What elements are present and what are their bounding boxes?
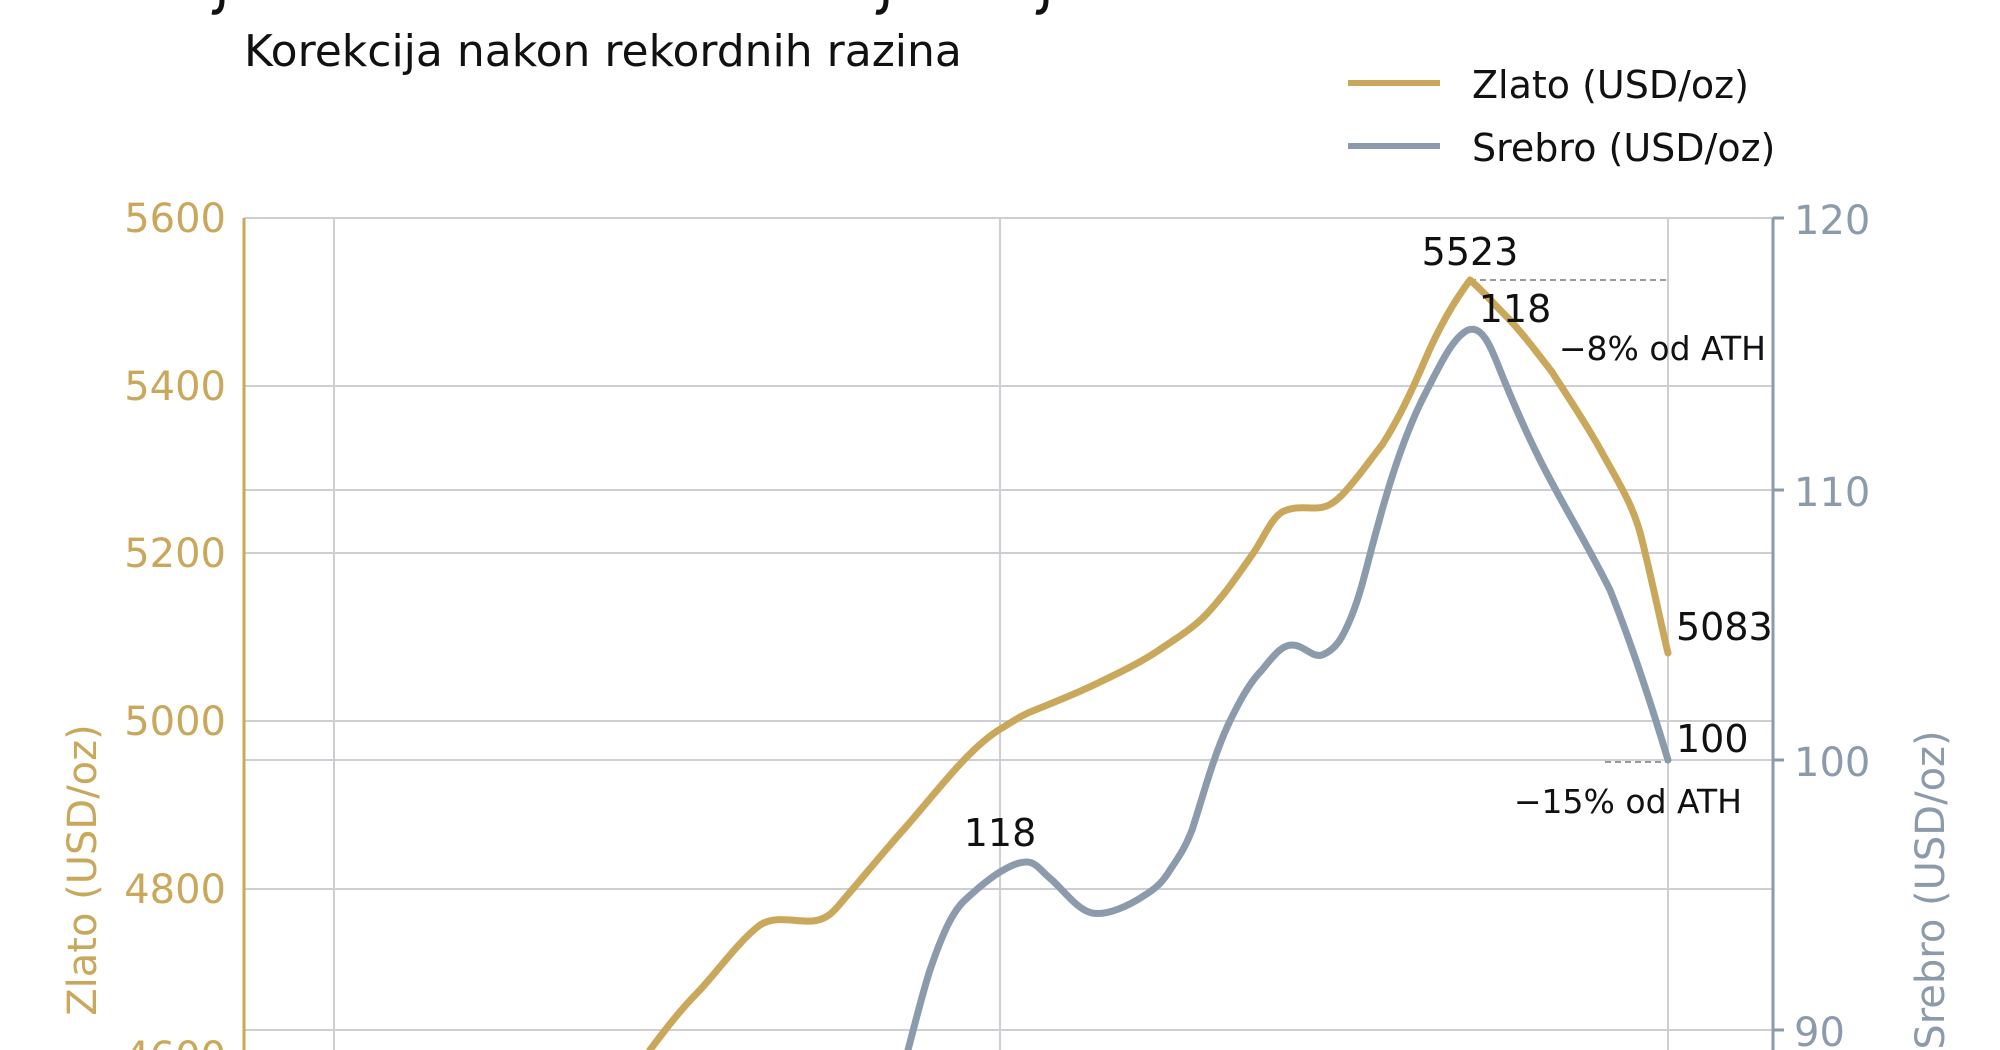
legend-label-silver: Srebro (USD/oz) — [1472, 126, 1775, 170]
left-axis: 5600 5400 5200 5000 4800 4600 Zlato (USD… — [60, 196, 246, 1050]
right-tick-90: 90 — [1794, 1010, 1845, 1050]
silver-drawdown-label: −15% od ATH — [1514, 782, 1742, 821]
right-tick-110: 110 — [1794, 470, 1870, 516]
left-tick-5000: 5000 — [124, 699, 226, 745]
gold-last-label: 5083 — [1676, 605, 1773, 649]
left-tick-4800: 4800 — [124, 867, 226, 913]
silver-local-peak-label: 118 — [964, 811, 1037, 855]
legend-label-gold: Zlato (USD/oz) — [1472, 63, 1749, 107]
silver-line — [904, 325, 1672, 1050]
silver-last-label: 100 — [1676, 717, 1749, 761]
left-tick-4600: 4600 — [124, 1034, 226, 1050]
right-axis-label: Srebro (USD/oz) — [1908, 730, 1954, 1049]
right-axis: 120 110 100 90 Srebro (USD/oz) — [1771, 198, 1954, 1050]
left-tick-5400: 5400 — [124, 364, 226, 410]
silver-peak-label: 118 — [1479, 287, 1552, 331]
left-tick-5200: 5200 — [124, 531, 226, 577]
right-tick-100: 100 — [1794, 740, 1870, 786]
left-tick-5600: 5600 — [124, 196, 226, 242]
right-tick-120: 120 — [1794, 198, 1870, 244]
left-axis-label: Zlato (USD/oz) — [60, 724, 106, 1016]
title-cropped — [211, 0, 1049, 15]
gold-peak-label: 5523 — [1422, 230, 1519, 274]
gold-line — [646, 276, 1672, 1050]
gridlines — [244, 217, 1773, 1050]
gold-drawdown-label: −8% od ATH — [1559, 329, 1766, 368]
chart-subtitle: Korekcija nakon rekordnih razina — [244, 26, 962, 77]
legend: Zlato (USD/oz) Srebro (USD/oz) — [1348, 63, 1775, 170]
